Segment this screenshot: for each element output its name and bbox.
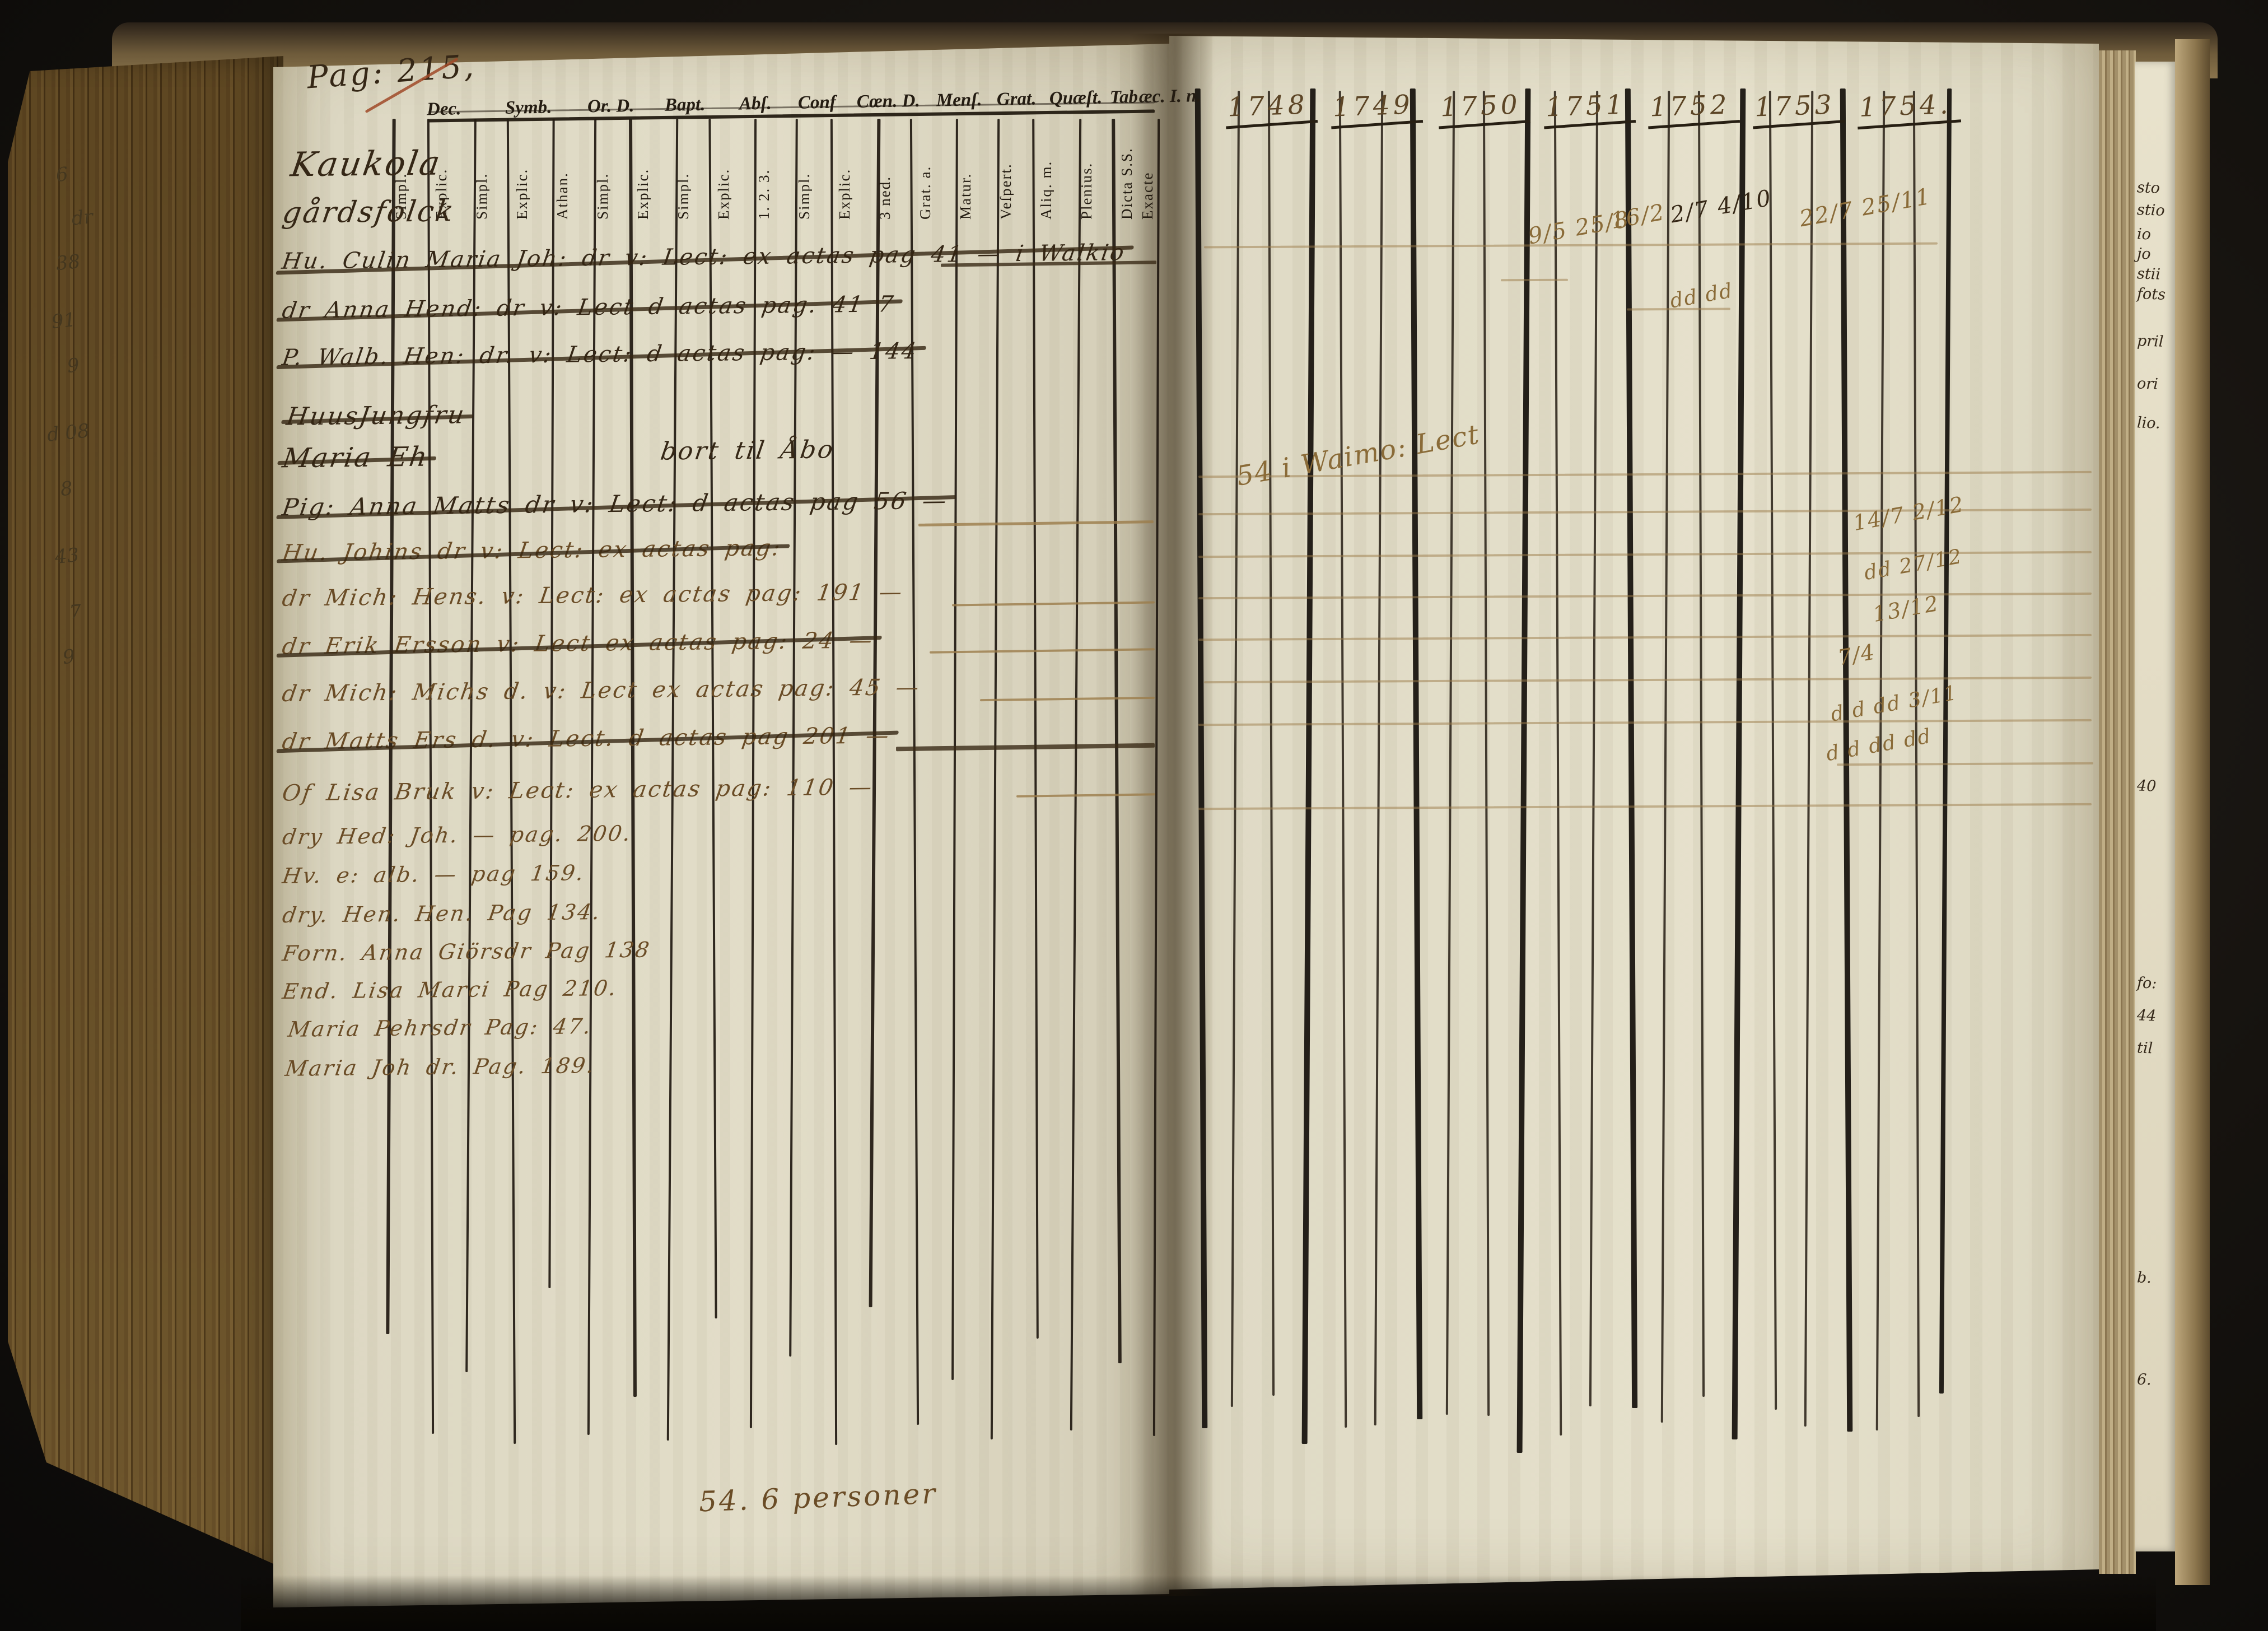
handwritten-entry: dry. Hen. Hen. Pag 134. bbox=[281, 900, 603, 928]
handwritten-entry: dry Hed: Joh. — pag. 200. bbox=[281, 821, 634, 850]
text-fragment: stii bbox=[2136, 265, 2161, 283]
column-label: Veſpert. bbox=[998, 163, 1014, 220]
handwritten-entry: Kaukola bbox=[288, 143, 445, 185]
next-page-edge bbox=[2135, 62, 2176, 1551]
handwritten-entry: Maria Eh bbox=[280, 441, 431, 474]
text-fragment: stio bbox=[2136, 201, 2166, 220]
column-label: Dicta S.S. bbox=[1119, 147, 1135, 220]
column-label: 1. 2. 3. bbox=[757, 169, 772, 220]
printed-header-label: Conf bbox=[797, 92, 837, 113]
column-label: Exacte bbox=[1140, 171, 1155, 220]
column-label: Grat. a. bbox=[918, 165, 933, 220]
printed-header-label: Bapt. bbox=[664, 94, 706, 115]
year-label: 1752 bbox=[1649, 89, 1731, 123]
column-label: Simpl. bbox=[595, 173, 610, 220]
printed-header-label: Abſ. bbox=[739, 93, 772, 114]
handwritten-entry: dr Mich: Hens. v: Lect: ex actas pag: 19… bbox=[280, 579, 906, 612]
text-fragment: 6. bbox=[2136, 1371, 2152, 1389]
handwritten-entry: dr Erik Ersson v: Lect ex actas pag: 24 … bbox=[280, 627, 876, 660]
row-line bbox=[1500, 278, 1569, 282]
year-label: 1749 bbox=[1332, 89, 1414, 123]
fore-edge-ink-mark: 9 bbox=[66, 353, 81, 378]
printed-header-label: Quæſt. bbox=[1049, 87, 1103, 109]
book-cover-edge bbox=[2175, 39, 2210, 1585]
handwritten-entry: gårdsfolck bbox=[280, 194, 458, 230]
text-fragment: 44 bbox=[2136, 1006, 2157, 1025]
column-label: Explic. bbox=[636, 168, 651, 220]
handwritten-entry: Of Lisa Bruk v: Lect: ex actas pag: 110 … bbox=[280, 774, 875, 807]
text-fragment: jo bbox=[2136, 245, 2152, 263]
printed-header-label: Cœn. D. bbox=[856, 90, 920, 112]
text-fragment: pril bbox=[2136, 332, 2164, 351]
handwritten-entry: dr Anna Hend: dr v: Lect d actas pag. 41… bbox=[280, 291, 897, 324]
fore-edge-ink-mark: d 08 bbox=[46, 420, 91, 446]
printed-header-label: Tab bbox=[1109, 87, 1138, 108]
fore-edge-ink-mark: 7 bbox=[68, 600, 83, 625]
text-fragment: fots bbox=[2136, 285, 2166, 304]
year-label: 1753 bbox=[1754, 89, 1836, 123]
fore-edge-ink-mark: 38 bbox=[54, 250, 82, 276]
column-label: Plenius. bbox=[1079, 162, 1094, 220]
text-fragment: b. bbox=[2136, 1269, 2152, 1287]
handwritten-entry: HuusJungfru bbox=[284, 400, 468, 431]
text-fragment: sto bbox=[2136, 179, 2160, 197]
text-fragment: til bbox=[2136, 1039, 2153, 1057]
column-label: Explic. bbox=[716, 168, 731, 220]
column-label: Aliq. m. bbox=[1039, 160, 1054, 220]
column-label: Matur. bbox=[958, 173, 973, 220]
printed-header-label: æc. I. n. bbox=[1138, 86, 1202, 108]
handwritten-entry: End. Lisa Marci Pag 210. bbox=[281, 975, 619, 1004]
fore-edge-ink-mark: 8 bbox=[59, 477, 74, 501]
printed-header-label: Symb. bbox=[505, 97, 552, 118]
book-bottom-shadow bbox=[241, 1575, 2156, 1631]
printed-header-label: Menſ. bbox=[936, 90, 982, 111]
handwritten-entry: Maria Joh dr. Pag. 189. bbox=[283, 1053, 598, 1081]
year-label: 1748 bbox=[1227, 89, 1309, 123]
column-label: 3 ned. bbox=[878, 176, 893, 220]
handwritten-entry: Hv. e: alb. — pag 159. bbox=[281, 860, 587, 888]
text-fragment: 40 bbox=[2136, 777, 2157, 795]
fore-edge-ink-mark: 91 bbox=[50, 308, 77, 334]
column-label: Simpl. bbox=[797, 173, 812, 220]
handwritten-entry: dr Matts Ers d. v: Lect. d actas pag 201… bbox=[280, 723, 893, 755]
book-fore-edge-right bbox=[2099, 50, 2136, 1574]
text-fragment: fo: bbox=[2136, 974, 2157, 992]
column-label: Simpl. bbox=[474, 173, 489, 220]
fore-edge-ink-mark: 9 bbox=[61, 645, 76, 669]
handwritten-entry: Maria Pehrsdr Pag: 47. bbox=[286, 1014, 594, 1042]
column-label: Athan. bbox=[555, 172, 570, 220]
column-label: Explic. bbox=[837, 168, 852, 220]
text-fragment: io bbox=[2136, 225, 2152, 244]
printed-header-label: Grat. bbox=[996, 88, 1037, 110]
handwritten-entry: Hu. Johins dr v: Lect: ex actas pag: bbox=[280, 535, 783, 566]
fore-edge-ink-mark: 6 bbox=[54, 162, 69, 187]
column-label: Simpl. bbox=[676, 173, 691, 220]
printed-header-label: Dec. bbox=[426, 99, 461, 120]
year-label: 1754. bbox=[1859, 89, 1952, 123]
year-label: 1751 bbox=[1545, 89, 1627, 123]
text-fragment: ori bbox=[2136, 375, 2159, 393]
handwritten-entry: bort til Åbo bbox=[659, 435, 837, 466]
fore-edge-ink-mark: dr bbox=[70, 206, 94, 230]
handwritten-entry: Forn. Anna Giörsdr Pag 138 bbox=[281, 937, 653, 966]
text-fragment: lio. bbox=[2136, 414, 2161, 432]
fore-edge-ink-mark: 43 bbox=[53, 543, 81, 569]
year-label: 1750 bbox=[1440, 89, 1522, 123]
column-label: Explic. bbox=[515, 168, 530, 220]
printed-header-label: Or. D. bbox=[587, 95, 634, 117]
book-fore-edge-left bbox=[8, 56, 283, 1568]
